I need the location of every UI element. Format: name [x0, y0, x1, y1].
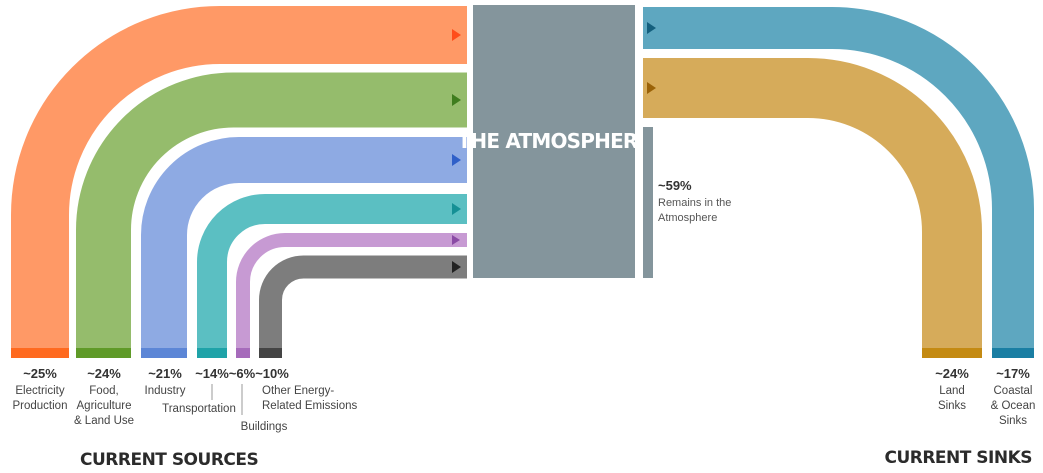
label-ocean-3: Sinks: [999, 415, 1027, 427]
percent-land: ~24%: [935, 366, 969, 381]
source-labels: ~25% Electricity Production ~24% Food, A…: [13, 366, 358, 433]
base-transportation: [197, 348, 227, 358]
label-electricity-1: Electricity: [15, 385, 64, 397]
arrow-ocean: [647, 22, 656, 34]
remains-label-line2: Atmosphere: [658, 212, 717, 224]
band-ocean: [643, 7, 1034, 348]
arrow-land: [647, 82, 656, 94]
label-buildings-1: Buildings: [241, 421, 288, 433]
label-electricity-2: Production: [13, 400, 68, 412]
band-buildings: [236, 233, 467, 348]
base-food: [76, 348, 131, 358]
band-food: [76, 72, 467, 348]
arrow-food: [452, 94, 461, 106]
label-land-2: Sinks: [938, 400, 966, 412]
band-other: [259, 255, 467, 348]
band-electricity: [11, 6, 467, 348]
sources-heading: CURRENT SOURCES: [80, 450, 258, 470]
percent-food: ~24%: [87, 366, 121, 381]
label-industry-1: Industry: [145, 385, 186, 397]
base-electricity: [11, 348, 69, 358]
label-other-2: Related Emissions: [262, 400, 357, 412]
band-land: [643, 58, 982, 348]
base-ocean: [992, 348, 1034, 358]
band-industry: [141, 137, 467, 348]
atmosphere-block: [473, 5, 635, 278]
label-food-3: & Land Use: [74, 415, 134, 427]
percent-buildings: ~6%: [229, 366, 256, 381]
remains-percent: ~59%: [658, 178, 692, 193]
sink-labels: ~24% Land Sinks ~17% Coastal & Ocean Sin…: [935, 366, 1035, 427]
base-industry: [141, 348, 187, 358]
arrow-other: [452, 261, 461, 273]
arrow-electricity: [452, 29, 461, 41]
base-land: [922, 348, 982, 358]
label-transportation-1: Transportation: [162, 403, 236, 415]
percent-other: ~10%: [255, 366, 289, 381]
percent-ocean: ~17%: [996, 366, 1030, 381]
sinks-heading: CURRENT SINKS: [884, 448, 1032, 468]
remains-bar: [643, 127, 653, 278]
base-other: [259, 348, 282, 358]
label-food-2: Agriculture: [77, 400, 132, 412]
percent-electricity: ~25%: [23, 366, 57, 381]
base-bars: [11, 348, 1034, 358]
arrow-transportation: [452, 203, 461, 215]
label-land-1: Land: [939, 385, 965, 397]
label-ocean-1: Coastal: [994, 385, 1033, 397]
label-ocean-2: & Ocean: [991, 400, 1036, 412]
percent-industry: ~21%: [148, 366, 182, 381]
percent-transportation: ~14%: [195, 366, 229, 381]
label-food-1: Food,: [89, 385, 118, 397]
sink-bands: [643, 7, 1034, 348]
flow-arrows: [452, 22, 656, 273]
band-transportation: [197, 194, 467, 348]
arrow-buildings: [452, 235, 460, 245]
label-other-1: Other Energy-: [262, 385, 334, 397]
remains-label-line1: Remains in the: [658, 197, 731, 209]
atmosphere-title: THE ATMOSPHERE: [458, 129, 651, 153]
source-bands: [11, 6, 467, 348]
base-buildings: [236, 348, 250, 358]
arrow-industry: [452, 154, 461, 166]
